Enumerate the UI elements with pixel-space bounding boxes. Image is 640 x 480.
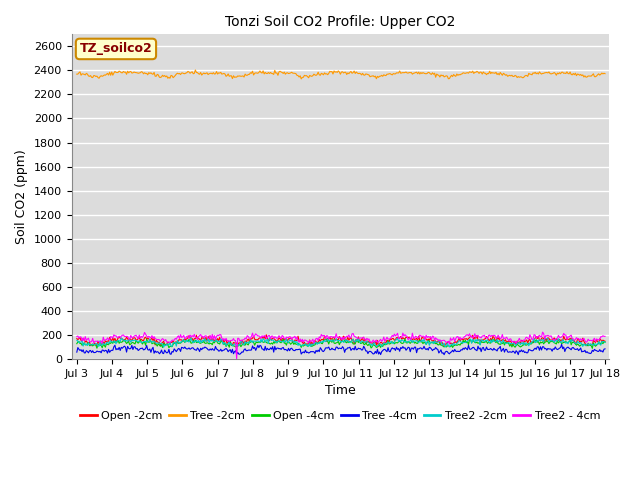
X-axis label: Time: Time (324, 384, 355, 397)
Title: Tonzi Soil CO2 Profile: Upper CO2: Tonzi Soil CO2 Profile: Upper CO2 (225, 15, 455, 29)
Y-axis label: Soil CO2 (ppm): Soil CO2 (ppm) (15, 149, 28, 244)
Text: TZ_soilco2: TZ_soilco2 (79, 42, 152, 56)
Legend: Open -2cm, Tree -2cm, Open -4cm, Tree -4cm, Tree2 -2cm, Tree2 - 4cm: Open -2cm, Tree -2cm, Open -4cm, Tree -4… (76, 407, 605, 426)
